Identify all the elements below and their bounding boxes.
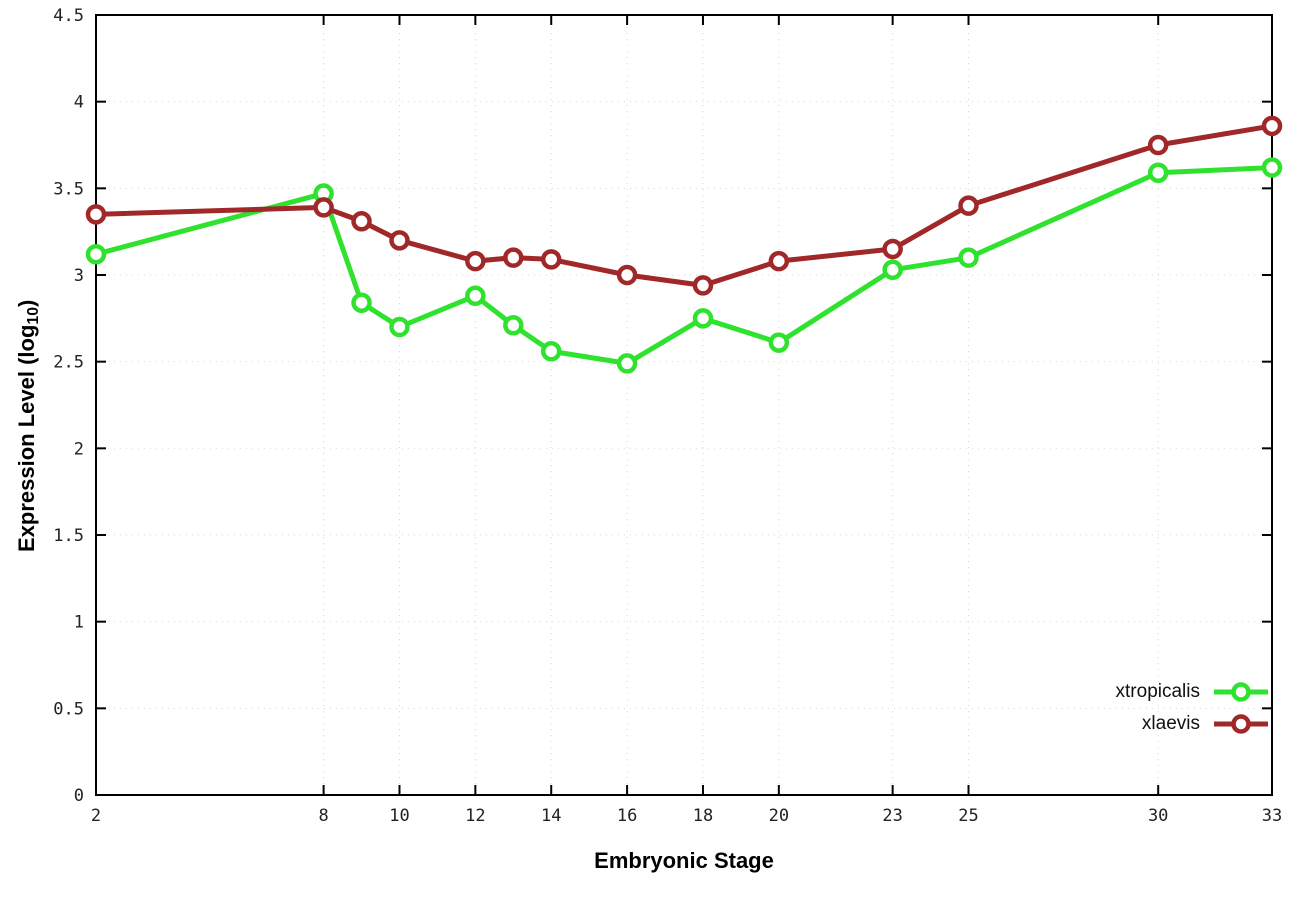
series-line-xtropicalis (95, 165, 1273, 366)
y-tick-label: 1.5 (53, 526, 84, 546)
x-tick-label: 23 (882, 806, 902, 826)
x-tick-label: 2 (91, 806, 101, 826)
x-tick-label: 30 (1148, 806, 1168, 826)
data-point-xlaevis (465, 250, 486, 272)
legend-label: xtropicalis (1115, 681, 1200, 702)
y-axis-label: Expression Level (log10) (14, 300, 43, 552)
data-point-xtropicalis (503, 315, 524, 336)
data-point-xtropicalis (351, 292, 372, 313)
data-point-xlaevis (503, 247, 524, 268)
legend-item-xlaevis: xlaevis (1142, 712, 1270, 736)
data-point-xlaevis (692, 275, 714, 296)
y-tick-label: 3 (74, 266, 84, 286)
y-tick-label: 2 (74, 439, 84, 459)
x-tick-label: 25 (958, 806, 978, 826)
x-tick-label: 16 (617, 806, 637, 826)
plot-border (95, 14, 1273, 796)
data-point-xtropicalis (1261, 157, 1283, 178)
data-point-xtropicalis (1147, 162, 1169, 183)
y-tick-label: 3.5 (53, 179, 84, 199)
y-tick-label: 4 (74, 93, 84, 113)
data-point-xtropicalis (768, 332, 790, 353)
y-axis-label-suffix: ) (14, 299, 39, 307)
legend-item-xtropicalis: xtropicalis (1116, 680, 1270, 704)
x-tick-label: 20 (769, 806, 789, 826)
data-point-xlaevis (958, 195, 979, 216)
data-point-xlaevis (1147, 134, 1169, 156)
data-point-xlaevis (389, 230, 410, 251)
legend-sample-line-icon (1214, 682, 1268, 702)
data-point-xlaevis (540, 249, 562, 270)
data-point-xlaevis (882, 238, 903, 260)
x-axis-label: Embryonic Stage (594, 848, 774, 873)
y-axis-label-subscript: 10 (24, 306, 42, 325)
y-axis-label-text: Expression Level (log (14, 324, 39, 552)
x-tick-label: 18 (693, 806, 713, 826)
y-tick-label: 1 (74, 613, 84, 633)
legend-sample-line-icon (1214, 714, 1268, 734)
x-tick-label: 8 (318, 806, 328, 826)
x-tick-label: 12 (465, 806, 485, 826)
y-tick-label: 0 (74, 786, 84, 806)
data-point-xtropicalis (540, 341, 562, 362)
legend-label: xlaevis (1141, 713, 1200, 734)
x-tick-label: 10 (389, 806, 409, 826)
data-point-xtropicalis (465, 285, 486, 307)
data-point-xtropicalis (85, 243, 107, 265)
y-tick-label: 0.5 (53, 699, 84, 719)
y-tick-label: 4.5 (53, 6, 84, 26)
data-point-xtropicalis (882, 259, 903, 281)
data-point-xlaevis (768, 250, 790, 272)
y-tick-label: 2.5 (53, 353, 84, 373)
legend: xtropicalis xlaevis (1116, 680, 1270, 736)
x-tick-label: 14 (541, 806, 561, 826)
data-point-xlaevis (85, 204, 107, 225)
data-point-xtropicalis (389, 316, 410, 338)
data-point-xtropicalis (616, 353, 638, 374)
data-point-xlaevis (1261, 115, 1283, 137)
data-point-xtropicalis (692, 308, 714, 329)
x-tick-label: 33 (1262, 806, 1282, 826)
data-point-xtropicalis (958, 247, 979, 268)
data-point-xlaevis (313, 197, 334, 218)
data-point-xlaevis (616, 264, 638, 286)
data-point-xlaevis (351, 211, 372, 232)
